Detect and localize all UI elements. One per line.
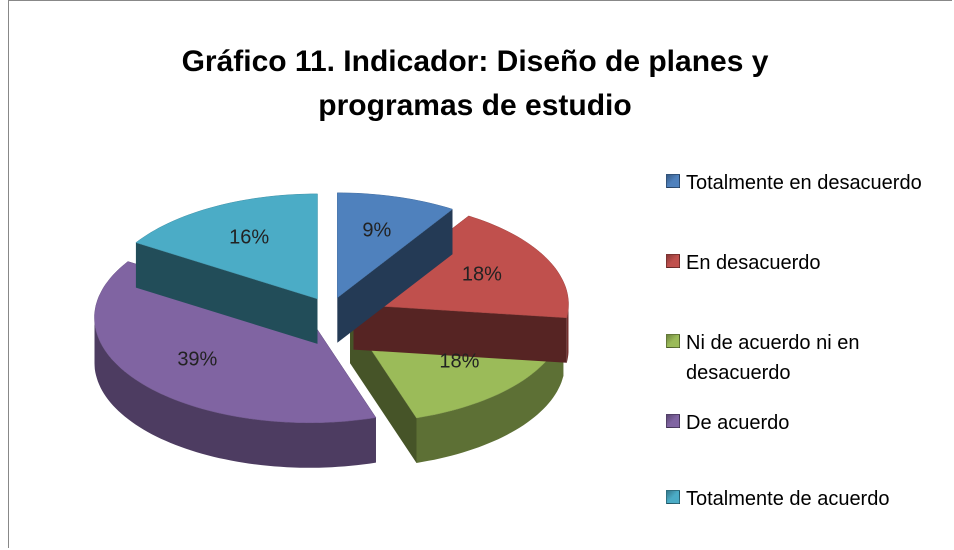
slice-side	[353, 304, 567, 363]
data-label: 18%	[439, 351, 479, 373]
legend-item: En desacuerdo	[666, 248, 926, 278]
legend-label: En desacuerdo	[686, 252, 821, 274]
slice	[337, 192, 454, 343]
slice-wall	[94, 317, 376, 468]
legend-swatch	[666, 334, 680, 348]
slice	[135, 193, 318, 344]
slice-side	[337, 209, 453, 343]
legend-swatch	[666, 490, 680, 504]
legend-label: Ni de acuerdo ni en desacuerdo	[686, 332, 860, 384]
slice-top	[352, 215, 569, 319]
legend-item: De acuerdo	[666, 408, 926, 438]
slice-top	[337, 192, 454, 299]
data-label: 16%	[229, 226, 269, 248]
legend-swatch	[666, 414, 680, 428]
slice-side	[135, 242, 318, 344]
data-label: 18%	[462, 263, 502, 285]
legend-swatch	[666, 174, 680, 188]
data-label: 9%	[362, 220, 391, 242]
slice-wall	[566, 304, 569, 363]
legend-label: Totalmente de acuerdo	[686, 488, 890, 510]
slice-top	[94, 261, 377, 424]
chart-frame	[8, 0, 952, 548]
chart-title: Gráfico 11. Indicador: Diseño de planes …	[181, 45, 769, 122]
data-label: 39%	[177, 349, 217, 371]
slice-side	[350, 318, 417, 463]
legend-item: Totalmente de acuerdo	[666, 484, 926, 514]
legend-label: Totalmente en desacuerdo	[686, 172, 922, 194]
legend-item: Ni de acuerdo ni en desacuerdo	[666, 328, 926, 388]
legend-label: De acuerdo	[686, 412, 790, 434]
slice-top	[135, 193, 318, 300]
legend-swatch	[666, 254, 680, 268]
slice-wall	[416, 331, 564, 463]
legend-item: Totalmente en desacuerdo	[666, 168, 926, 198]
